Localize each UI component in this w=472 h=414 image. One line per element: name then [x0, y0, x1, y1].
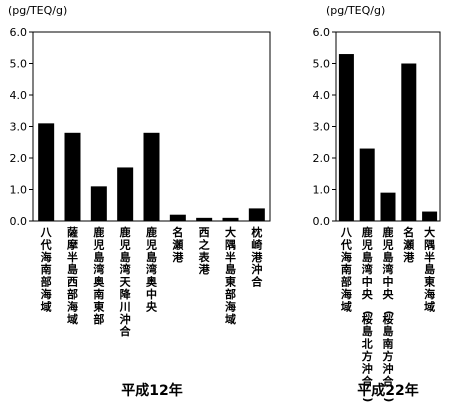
unit-label: (pg/TEQ/g) — [8, 4, 67, 17]
bar-6 — [169, 214, 186, 221]
category-label: 大隅半島東海域 — [424, 225, 436, 313]
y-tick-label: 5.0 — [313, 58, 331, 71]
y-tick-label: 0.0 — [10, 215, 28, 228]
period-label: 平成22年 — [357, 382, 418, 399]
y-tick-label: 2.0 — [313, 152, 331, 165]
bar-1 — [38, 123, 55, 221]
bar-4 — [401, 63, 417, 221]
y-tick-label: 0.0 — [313, 215, 331, 228]
category-label: 薩摩半島西部海域 — [67, 225, 79, 326]
bar-2 — [359, 148, 375, 221]
bar-2 — [64, 132, 81, 221]
category-label: 名瀬港 — [172, 225, 184, 264]
category-label: 鹿児島湾奥南東部 — [92, 225, 105, 326]
category-label: 名瀬港 — [403, 225, 415, 264]
category-label: 枕崎港沖合 — [251, 225, 263, 289]
chart-panel-2: (pg/TEQ/g)0.01.02.03.04.05.06.0八代海南部海域鹿児… — [313, 4, 441, 402]
chart-panel-1: (pg/TEQ/g) 0.0 1.0 2.0 3.0 4.0 5.0 6.0 八代海南部海域 薩摩… — [8, 4, 271, 399]
bar-3 — [90, 186, 107, 221]
y-tick-label: 4.0 — [313, 89, 331, 102]
bar-5 — [422, 211, 438, 221]
bar-1 — [338, 54, 354, 221]
period-label: 平成12年 — [121, 382, 182, 399]
category-label: 鹿児島湾中央(桜島南方沖合) — [382, 225, 396, 402]
category-label: 鹿児島湾奥中央 — [145, 225, 158, 313]
bar-4 — [117, 167, 134, 221]
bar-3 — [380, 192, 396, 221]
y-tick-label: 1.0 — [10, 184, 28, 197]
y-tick-label: 4.0 — [10, 89, 28, 102]
unit-label: (pg/TEQ/g) — [326, 4, 385, 17]
y-tick-label: 5.0 — [10, 58, 28, 71]
y-tick-label: 6.0 — [10, 26, 28, 39]
category-label: 鹿児島湾天降川沖合 — [119, 225, 132, 338]
bar-7 — [196, 217, 213, 221]
y-tick-label: 1.0 — [313, 184, 331, 197]
category-label: 鹿児島湾中央(桜島北方沖合) — [361, 225, 375, 402]
category-label: 八代海南部海域 — [340, 226, 353, 313]
y-tick-label: 2.0 — [10, 152, 28, 165]
y-tick-label: 3.0 — [313, 121, 331, 134]
bar-8 — [222, 217, 239, 221]
y-tick-label: 6.0 — [313, 26, 331, 39]
category-label: 西之表港 — [198, 226, 211, 276]
y-tick-label: 3.0 — [10, 121, 28, 134]
category-label: 八代海南部海域 — [40, 226, 53, 313]
category-label: 大隅半島東部海域 — [225, 225, 237, 326]
bar-5 — [143, 132, 160, 221]
bar-9 — [248, 208, 265, 221]
